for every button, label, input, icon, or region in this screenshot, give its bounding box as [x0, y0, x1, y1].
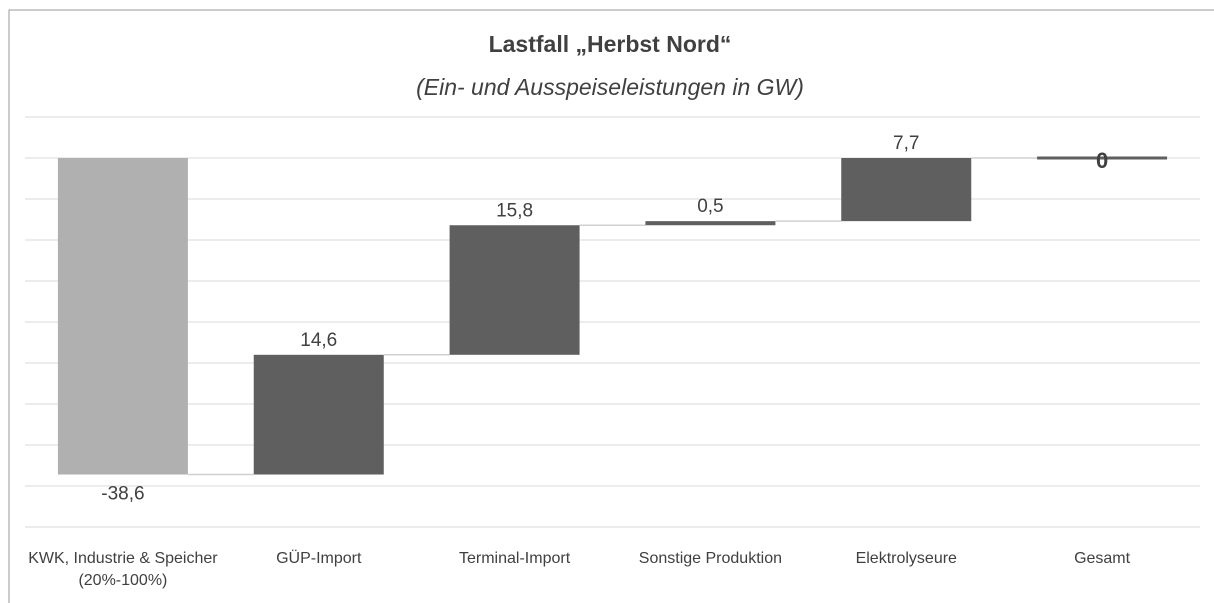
value-label: 0,5	[697, 196, 723, 217]
x-tick-label: Gesamt	[1074, 550, 1131, 567]
chart-border	[8, 9, 1214, 603]
bar	[253, 354, 384, 475]
bar	[645, 221, 776, 226]
chart-title: Lastfall „Herbst Nord“	[489, 31, 732, 57]
bar	[841, 158, 972, 222]
x-tick-label: GÜP-Import	[276, 550, 362, 567]
x-tick-label: KWK, Industrie & Speicher (20%-100%)	[28, 550, 218, 589]
x-tick-label: Terminal-Import	[459, 550, 571, 567]
bar	[57, 158, 188, 475]
chart-subtitle: (Ein- und Ausspeiseleistungen in GW)	[416, 74, 804, 100]
bar	[1037, 156, 1168, 160]
value-label: -38,6	[101, 484, 144, 505]
value-label: 0	[1096, 148, 1108, 173]
value-label: 7,7	[893, 133, 919, 154]
x-tick-label: Elektrolyseure	[855, 550, 957, 567]
x-tick-label: Sonstige Produktion	[638, 550, 782, 567]
value-label: 14,6	[300, 330, 337, 351]
bar	[449, 225, 580, 355]
value-label: 15,8	[496, 200, 533, 221]
